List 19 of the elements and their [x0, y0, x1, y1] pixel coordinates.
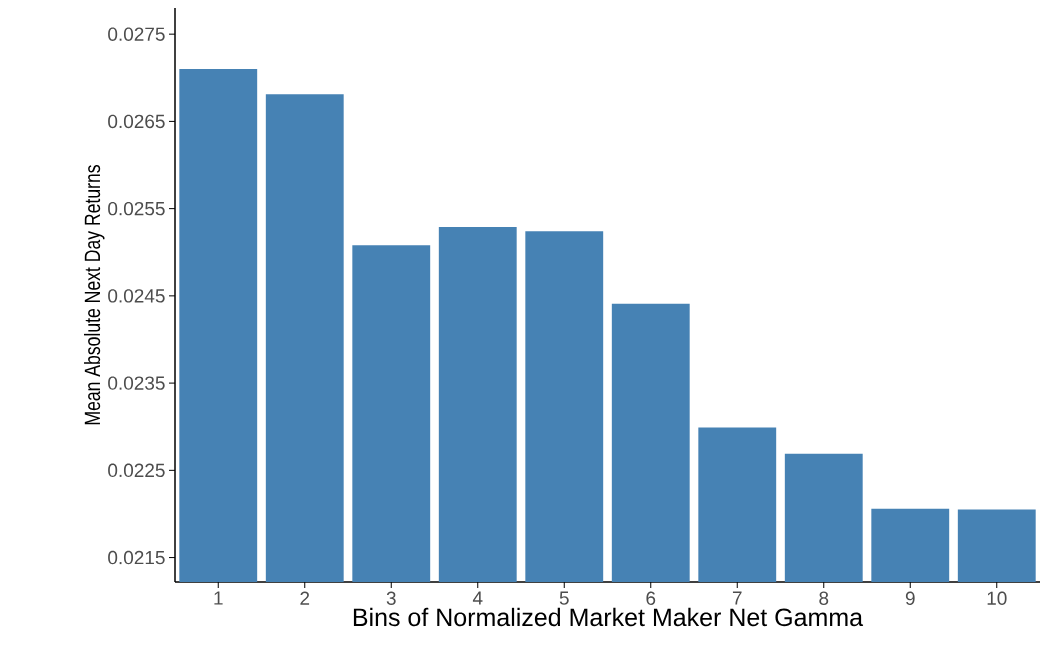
y-tick-label: 0.0255 — [108, 201, 165, 216]
y-tick-label: 0.0235 — [108, 376, 165, 390]
y-tick-label: 0.0225 — [108, 463, 165, 478]
x-tick-label: 7 — [732, 591, 742, 605]
y-tick-label: 0.0275 — [108, 27, 165, 41]
y-tick-label: 0.0245 — [108, 289, 165, 303]
x-tick-label: 8 — [819, 591, 829, 605]
x-tick-label: 10 — [987, 591, 1007, 605]
x-tick-label: 1 — [214, 591, 223, 605]
x-tick-label: 6 — [646, 591, 656, 605]
x-tick-label: 9 — [905, 591, 915, 605]
x-tick-label: 3 — [386, 591, 396, 605]
x-tick-label: 5 — [559, 591, 569, 605]
x-tick-label: 2 — [300, 591, 310, 605]
y-tick-label: 0.0265 — [108, 114, 165, 129]
x-axis-title: Bins of Normalized Market Maker Net Gamma — [353, 607, 864, 627]
y-axis-title: Mean Absolute Next Day Returns — [84, 165, 105, 425]
x-tick-label: 4 — [472, 591, 483, 605]
y-tick-label: 0.0215 — [108, 550, 165, 565]
